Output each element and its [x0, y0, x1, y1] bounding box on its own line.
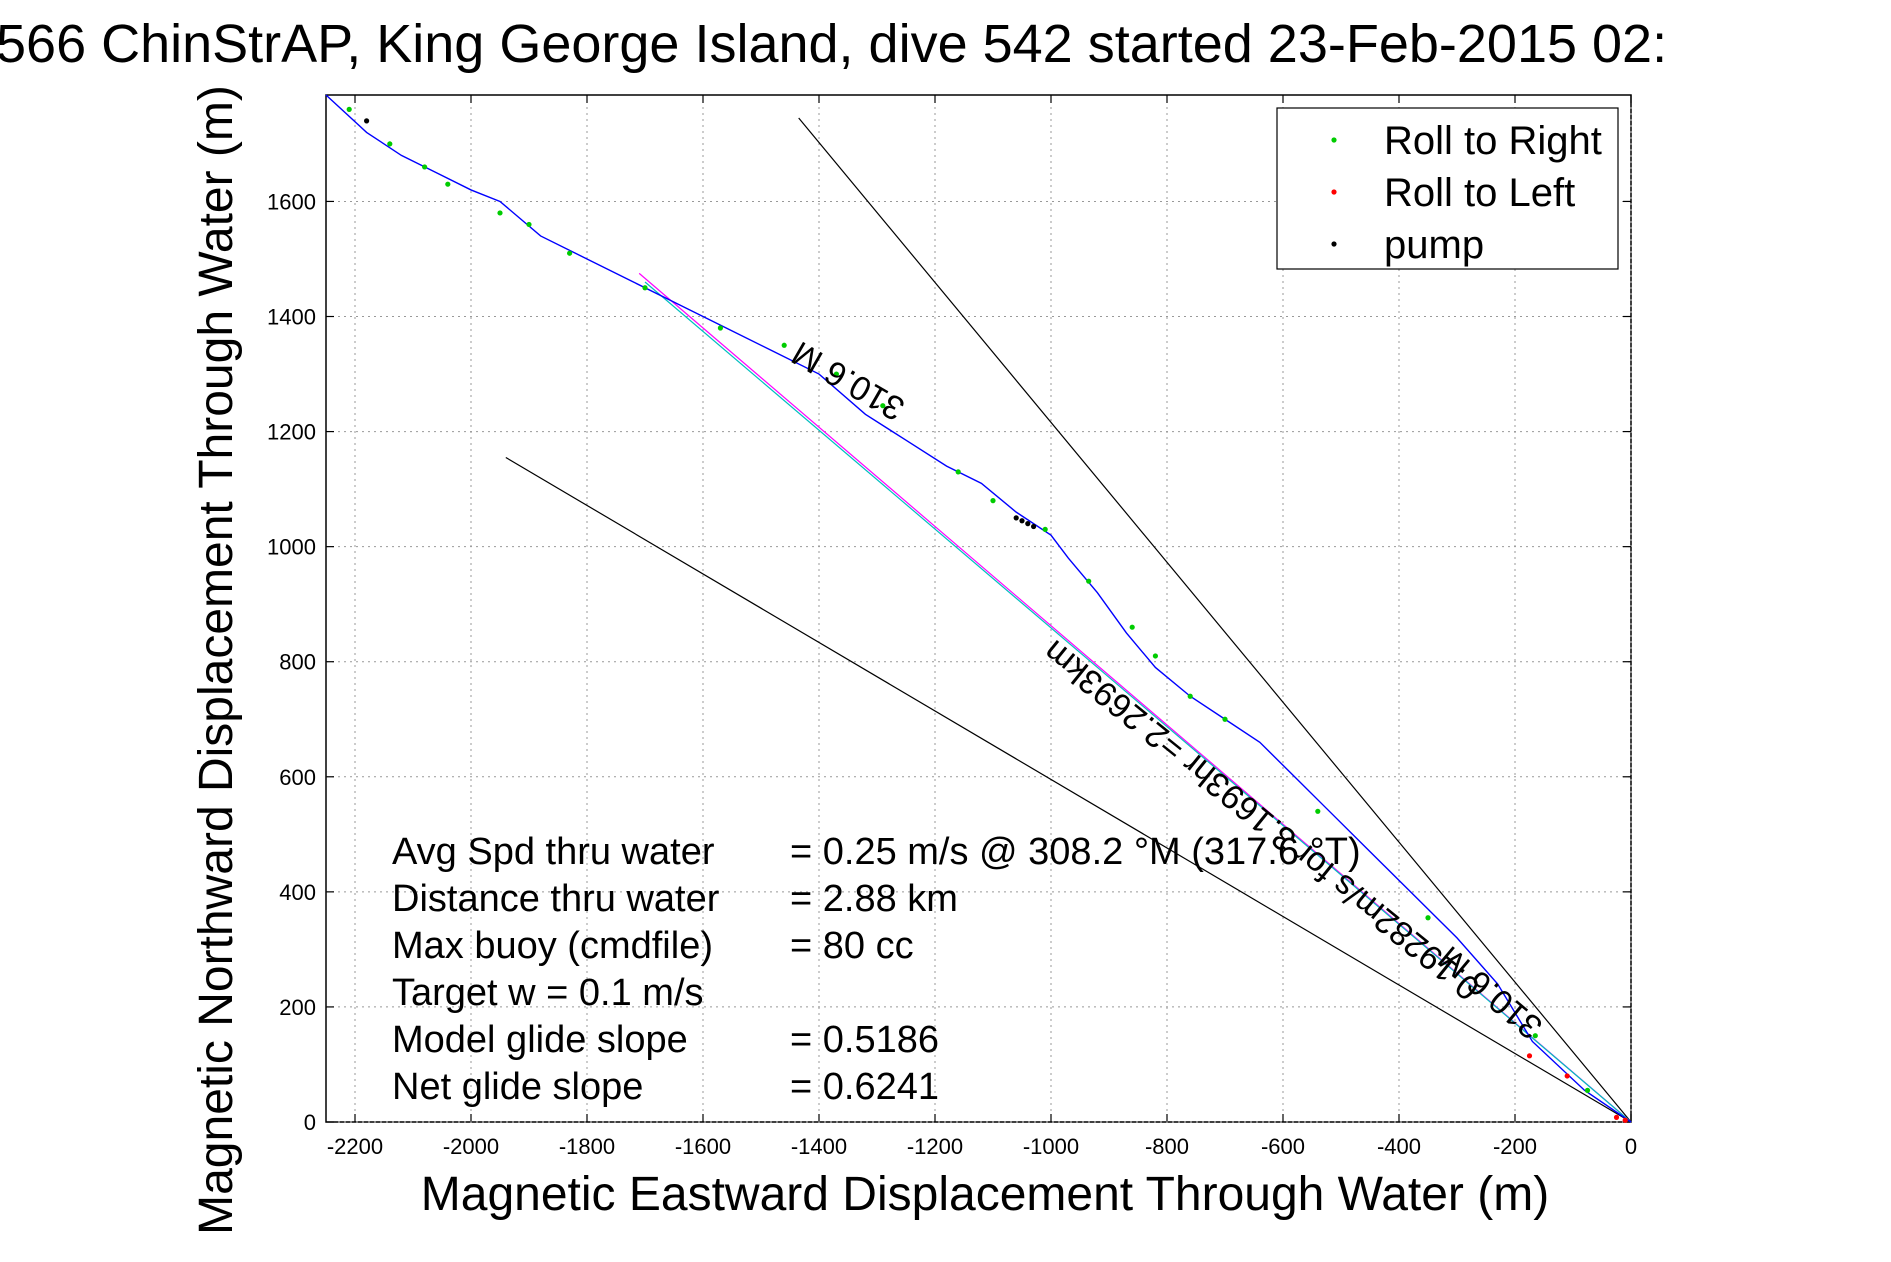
- x-tick-label: -200: [1493, 1134, 1537, 1159]
- roll-right-point: [1584, 1087, 1591, 1093]
- pump-point: [364, 118, 370, 124]
- stat-label: Model glide slope: [392, 1019, 688, 1061]
- y-axis-label: Magnetic Northward Displacement Through …: [190, 85, 243, 1235]
- y-tick-label: 1600: [267, 189, 316, 214]
- roll-right-point: [567, 250, 573, 256]
- roll-right-point: [1042, 526, 1048, 532]
- chart-title: 566 ChinStrAP, King George Island, dive …: [0, 14, 1667, 74]
- stat-value: = 0.6241: [790, 1066, 939, 1108]
- x-tick-label: -1800: [559, 1134, 615, 1159]
- roll-right-point: [717, 325, 724, 331]
- roll-left-point: [1622, 1117, 1628, 1123]
- stat-label: Distance thru water: [392, 878, 720, 920]
- roll-right-point: [526, 221, 532, 228]
- legend: Roll to Right Roll to Left pump: [1276, 107, 1619, 270]
- y-tick-label: 600: [279, 765, 316, 790]
- x-tick-label: -600: [1261, 1134, 1305, 1159]
- roll-right-point: [1222, 716, 1228, 722]
- pump-point: [1025, 521, 1031, 527]
- legend-label: pump: [1384, 223, 1484, 267]
- roll-right-point: [1532, 1033, 1538, 1039]
- plot-annotation: 310.6 M: [786, 334, 911, 428]
- x-tick-label: -1400: [791, 1134, 847, 1159]
- stat-value: = 0.5186: [790, 1019, 939, 1061]
- y-tick-label: 1000: [267, 535, 316, 560]
- legend-label: Roll to Left: [1384, 171, 1575, 215]
- roll-right-point: [1315, 808, 1321, 814]
- legend-marker: [1331, 189, 1337, 195]
- roll-right-point: [781, 342, 787, 348]
- roll-right-point: [387, 141, 393, 147]
- roll-right-point: [1187, 693, 1193, 699]
- pump-point: [1019, 518, 1025, 524]
- stats-block: Avg Spd thru water = 0.25 m/s @ 308.2 °M …: [392, 831, 1361, 1108]
- track-line: [325, 94, 1632, 1123]
- roll-right-point: [497, 210, 503, 216]
- pump-point: [1031, 523, 1037, 530]
- y-tick-label: 0: [304, 1110, 316, 1135]
- x-tick-label: -2000: [443, 1134, 499, 1159]
- x-tick-label: -1000: [1023, 1134, 1079, 1159]
- roll-right-point: [1425, 915, 1431, 921]
- y-tick-label: 1400: [267, 305, 316, 330]
- roll-left-point: [1564, 1073, 1570, 1079]
- pump-point: [1013, 515, 1019, 521]
- roll-right-point: [833, 371, 840, 377]
- reference-line: [798, 117, 1632, 1123]
- stat-value: = 2.88 km: [790, 878, 958, 920]
- stat-label: Max buoy (cmdfile): [392, 925, 713, 967]
- x-tick-label: -800: [1145, 1134, 1189, 1159]
- x-tick-label: -400: [1377, 1134, 1421, 1159]
- plot-frame: [325, 94, 1632, 1123]
- y-tick-label: 400: [279, 880, 316, 905]
- stat-label: Avg Spd thru water: [392, 831, 715, 873]
- roll-right-point: [880, 403, 886, 409]
- x-axis-label: Magnetic Eastward Displacement Through W…: [421, 1168, 1549, 1221]
- y-tick-label: 200: [279, 995, 316, 1020]
- stat-label: Net glide slope: [392, 1066, 643, 1108]
- roll-right-point: [955, 469, 961, 475]
- y-tick-label: 1200: [267, 420, 316, 445]
- stat-value: = 0.25 m/s @ 308.2 °M (317.6 °T): [790, 831, 1361, 873]
- roll-right-point: [422, 164, 428, 170]
- roll-left-point: [1613, 1114, 1620, 1120]
- roll-right-point: [445, 181, 451, 187]
- roll-right-point: [642, 285, 648, 291]
- reference-line: [505, 456, 1632, 1123]
- roll-right-point: [1086, 578, 1092, 584]
- roll-right-point: [1152, 653, 1158, 659]
- stat-value: = 80 cc: [790, 925, 914, 967]
- stat-label: Target w = 0.1 m/s: [392, 972, 704, 1014]
- x-tick-label: -2200: [327, 1134, 383, 1159]
- legend-marker: [1331, 137, 1337, 143]
- reference-line: [644, 281, 1632, 1123]
- roll-left-point: [1526, 1053, 1533, 1059]
- roll-right-point: [1129, 624, 1135, 630]
- y-tick-label: 800: [279, 650, 316, 675]
- x-tick-label: 0: [1625, 1134, 1637, 1159]
- x-tick-label: -1600: [675, 1134, 731, 1159]
- roll-right-point: [346, 106, 352, 112]
- x-tick-label: -1200: [907, 1134, 963, 1159]
- legend-label: Roll to Right: [1384, 119, 1602, 163]
- plot-annotation: 0.19282m/s for 3.1693hr =2.2693km: [1036, 632, 1487, 1007]
- roll-right-point: [990, 498, 996, 504]
- legend-marker: [1331, 241, 1337, 247]
